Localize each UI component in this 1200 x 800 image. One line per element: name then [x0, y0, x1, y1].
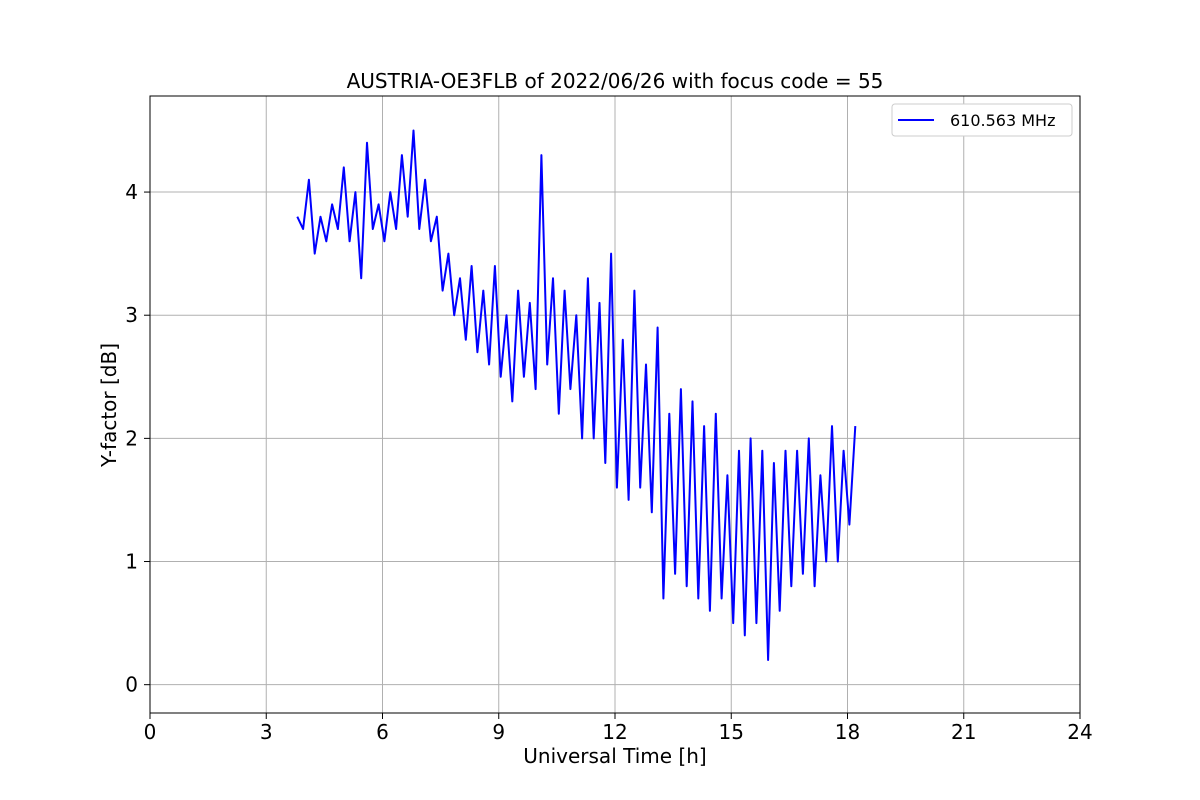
x-axis-label: Universal Time [h] — [523, 744, 706, 768]
x-tick-label: 24 — [1067, 720, 1092, 744]
y-tick-label: 2 — [125, 426, 138, 450]
x-ticks: 0 3 6 9 12 15 18 21 24 — [144, 713, 1093, 744]
x-tick-label: 15 — [719, 720, 744, 744]
x-tick-label: 18 — [835, 720, 860, 744]
y-tick-label: 0 — [125, 673, 138, 697]
chart-title: AUSTRIA-OE3FLB of 2022/06/26 with focus … — [347, 69, 884, 93]
y-tick-label: 4 — [125, 180, 138, 204]
y-ticks: 0 1 2 3 4 — [125, 180, 150, 697]
y-axis-label: Y-factor [dB] — [97, 343, 121, 468]
legend-box — [891, 103, 1073, 137]
x-tick-label: 12 — [602, 720, 627, 744]
x-tick-label: 9 — [492, 720, 505, 744]
legend: 610.563 MHz — [891, 103, 1073, 137]
x-tick-label: 3 — [260, 720, 273, 744]
series-line-0 — [296, 129, 857, 661]
x-tick-label: 0 — [144, 720, 157, 744]
y-tick-label: 3 — [125, 303, 138, 327]
x-tick-label: 6 — [376, 720, 389, 744]
y-tick-label: 1 — [125, 550, 138, 574]
legend-label: 610.563 MHz — [950, 111, 1055, 130]
x-tick-label: 21 — [951, 720, 976, 744]
plot-area — [296, 129, 857, 661]
